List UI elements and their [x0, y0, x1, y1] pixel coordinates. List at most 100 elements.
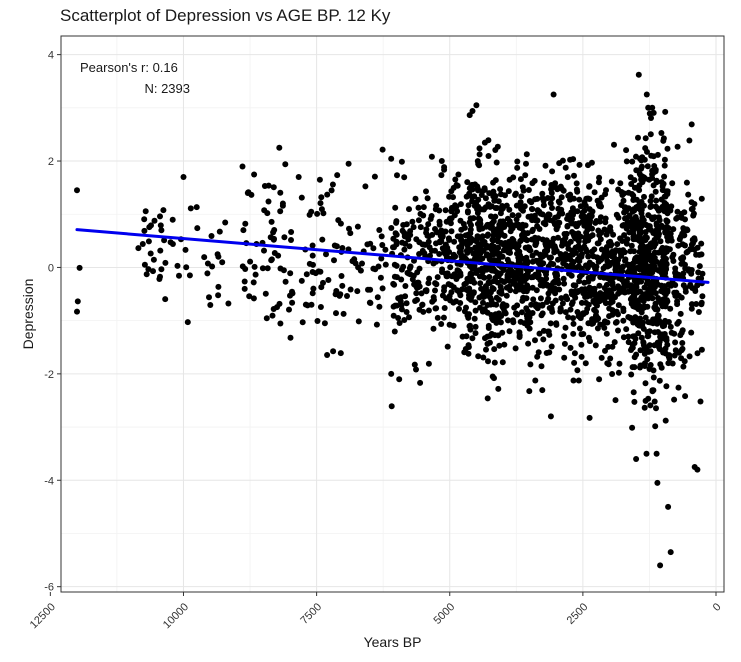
data-point — [548, 186, 555, 193]
data-point — [467, 326, 474, 333]
data-point — [612, 266, 619, 273]
data-point — [635, 71, 642, 78]
data-point — [250, 295, 257, 302]
data-point — [447, 264, 454, 271]
data-point — [627, 296, 634, 303]
data-point — [501, 232, 508, 239]
data-point — [276, 144, 283, 151]
data-point — [562, 324, 569, 331]
data-point — [441, 287, 447, 294]
data-point — [535, 349, 542, 356]
data-point — [157, 247, 164, 254]
data-point — [604, 360, 611, 367]
data-point — [147, 250, 154, 257]
data-point — [640, 298, 647, 305]
data-point — [640, 250, 647, 257]
data-point — [436, 251, 443, 257]
data-point — [561, 354, 568, 361]
data-point — [370, 245, 377, 252]
data-point — [401, 246, 408, 253]
data-point — [434, 274, 441, 281]
data-point — [676, 236, 683, 243]
data-point — [663, 260, 670, 267]
data-point — [515, 212, 522, 219]
data-point — [526, 325, 533, 332]
data-point — [538, 363, 545, 370]
data-point — [499, 359, 506, 366]
data-point — [650, 109, 657, 116]
data-point — [604, 319, 611, 326]
data-point — [695, 309, 702, 315]
data-point — [505, 188, 512, 195]
data-point — [643, 262, 650, 269]
data-point — [325, 277, 332, 283]
data-point — [407, 228, 414, 235]
data-point — [644, 303, 651, 310]
data-point — [688, 270, 695, 277]
data-point — [520, 277, 527, 284]
data-point — [690, 212, 697, 219]
data-point — [698, 346, 705, 353]
data-point — [427, 216, 434, 222]
data-point — [641, 363, 648, 369]
data-point — [670, 226, 677, 233]
data-point — [477, 304, 484, 311]
data-point — [656, 317, 663, 324]
data-point — [534, 353, 541, 360]
data-point — [642, 233, 649, 240]
data-point — [514, 158, 521, 165]
data-point — [646, 286, 653, 293]
data-point — [698, 299, 705, 306]
data-point — [485, 201, 492, 208]
data-point — [625, 333, 632, 340]
data-point — [287, 292, 293, 299]
data-point — [565, 314, 572, 321]
data-point — [562, 164, 569, 171]
data-point — [610, 293, 617, 300]
data-point — [636, 187, 643, 194]
data-point — [487, 301, 494, 308]
data-point — [489, 220, 496, 227]
data-point — [566, 253, 573, 260]
data-point — [250, 279, 257, 286]
data-point — [570, 330, 577, 337]
data-point — [561, 280, 568, 287]
data-point — [585, 274, 592, 281]
data-point — [427, 252, 433, 259]
data-point — [641, 244, 648, 251]
data-point — [367, 300, 374, 306]
data-point — [388, 225, 395, 231]
data-point — [390, 244, 396, 251]
data-point — [586, 196, 593, 202]
data-point — [277, 208, 284, 215]
data-point — [457, 201, 464, 208]
data-point — [493, 159, 500, 166]
data-point — [585, 334, 592, 341]
data-point — [316, 176, 323, 183]
data-point — [529, 226, 536, 233]
data-point — [682, 288, 689, 295]
data-point — [574, 188, 581, 195]
data-point — [282, 161, 289, 168]
data-point — [562, 234, 569, 241]
data-point — [441, 305, 448, 311]
data-point — [567, 217, 574, 224]
data-point — [650, 374, 657, 381]
data-point — [183, 264, 190, 271]
data-point — [491, 332, 498, 339]
data-point — [636, 200, 643, 207]
data-point — [240, 227, 247, 234]
data-point — [498, 290, 505, 297]
data-point — [609, 298, 616, 305]
data-point — [141, 216, 148, 223]
data-point — [428, 247, 435, 254]
data-point — [628, 181, 635, 187]
data-point — [661, 322, 668, 329]
data-point — [378, 233, 385, 240]
data-point — [585, 301, 592, 308]
data-point — [639, 319, 646, 326]
data-point — [699, 293, 706, 300]
data-point — [628, 242, 635, 249]
data-point — [479, 225, 486, 232]
data-point — [570, 320, 577, 327]
